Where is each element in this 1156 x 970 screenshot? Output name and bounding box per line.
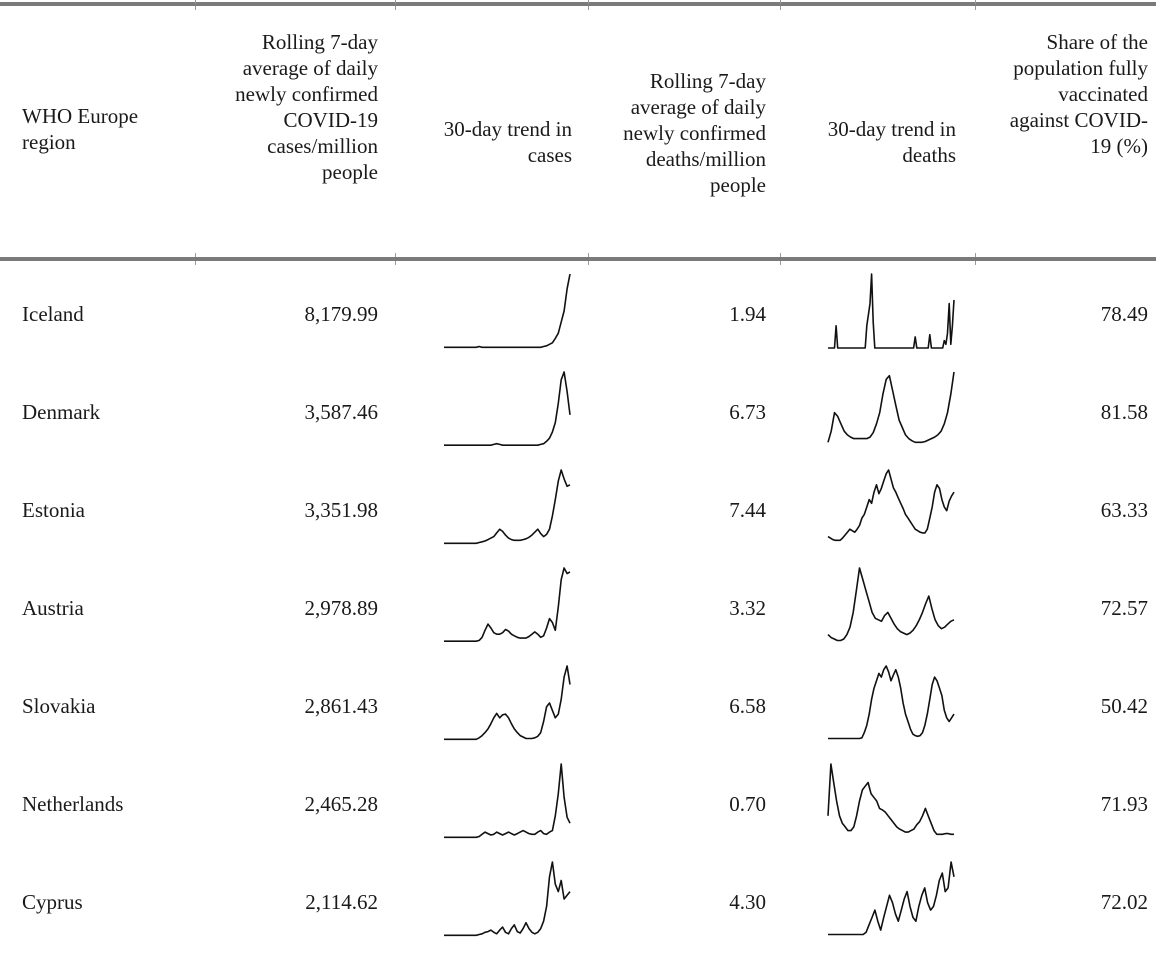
vaccinated-cell: 81.58	[1100, 400, 1148, 424]
deaths-sparkline	[827, 371, 955, 444]
cases-sparkline-line	[444, 763, 571, 839]
cases-sparkline-line	[444, 371, 571, 446]
deaths-avg-cell: 7.44	[729, 498, 766, 522]
vaccinated-cell: 63.33	[1100, 498, 1148, 522]
deaths-sparkline-line	[828, 273, 955, 349]
deaths-avg-cell: 6.73	[729, 400, 766, 424]
rule-tick	[780, 0, 781, 4]
rule-tick	[395, 6, 396, 10]
header-region: WHO Europe region	[22, 104, 139, 154]
cases-sparkline-line	[444, 861, 571, 937]
table-row: Iceland 8,179.99 1.94 78.49	[0, 265, 1156, 367]
region-cell: Cyprus	[22, 890, 83, 914]
rule-tick	[588, 253, 589, 257]
rule-tick	[588, 6, 589, 10]
vaccinated-cell: 78.49	[1100, 302, 1148, 326]
cases-avg-cell: 8,179.99	[304, 302, 379, 326]
rule-tick	[975, 253, 976, 257]
rule-tick	[395, 253, 396, 257]
cases-sparkline-line	[444, 273, 571, 349]
region-cell: Denmark	[22, 400, 101, 424]
table-row: Estonia 3,351.98 7.44 63.33	[0, 461, 1156, 563]
cases-sparkline	[444, 567, 571, 642]
deaths-avg-cell: 0.70	[729, 792, 766, 816]
deaths-sparkline-line	[828, 861, 955, 936]
rule-tick	[195, 261, 196, 265]
cases-avg-cell: 2,465.28	[304, 792, 379, 816]
deaths-sparkline-line	[827, 567, 955, 642]
deaths-sparkline-line	[827, 371, 955, 444]
header-cases-trend: 30-day trend in cases	[443, 117, 572, 167]
rule-tick	[975, 6, 976, 10]
rule-tick	[195, 253, 196, 257]
cases-sparkline	[444, 665, 571, 741]
cases-sparkline	[444, 861, 571, 937]
rule-tick	[780, 6, 781, 10]
rule-tick	[395, 0, 396, 4]
rule-tick	[395, 261, 396, 265]
table-row: Netherlands 2,465.28 0.70 71.93	[0, 755, 1156, 857]
cases-sparkline	[444, 371, 571, 446]
cases-avg-cell: 3,587.46	[304, 400, 379, 424]
header-vaccinated: Share of the population fully vaccinated…	[1009, 30, 1148, 158]
table-row: Austria 2,978.89 3.32 72.57	[0, 559, 1156, 661]
cases-avg-cell: 3,351.98	[304, 498, 379, 522]
deaths-avg-cell: 3.32	[729, 596, 766, 620]
table-row: Slovakia 2,861.43 6.58 50.42	[0, 657, 1156, 759]
cases-sparkline-line	[444, 567, 571, 642]
deaths-sparkline-line	[828, 665, 955, 740]
rule-tick	[975, 261, 976, 265]
rule-tick	[975, 0, 976, 4]
deaths-sparkline	[828, 861, 955, 936]
region-cell: Slovakia	[22, 694, 96, 718]
deaths-sparkline	[828, 273, 955, 349]
cases-sparkline	[444, 469, 571, 545]
deaths-avg-cell: 1.94	[729, 302, 766, 326]
deaths-sparkline	[827, 763, 954, 836]
cases-avg-cell: 2,861.43	[304, 694, 379, 718]
deaths-sparkline-line	[827, 469, 955, 542]
cases-avg-cell: 2,978.89	[304, 596, 379, 620]
rule-tick	[195, 0, 196, 4]
vaccinated-cell: 72.57	[1100, 596, 1148, 620]
region-cell: Austria	[22, 596, 84, 620]
rule-tick	[195, 6, 196, 10]
cases-sparkline-line	[444, 469, 571, 545]
vaccinated-cell: 71.93	[1100, 792, 1148, 816]
header-deaths-trend: 30-day trend in deaths	[827, 117, 956, 167]
deaths-sparkline	[827, 469, 955, 542]
table-row: Denmark 3,587.46 6.73 81.58	[0, 363, 1156, 465]
table-header-rule	[0, 257, 1156, 261]
vaccinated-cell: 50.42	[1100, 694, 1148, 718]
cases-avg-cell: 2,114.62	[305, 890, 378, 914]
cases-sparkline	[444, 763, 571, 839]
cases-sparkline	[444, 273, 571, 349]
table-row: Cyprus 2,114.62 4.30 72.02	[0, 853, 1156, 955]
rule-tick	[588, 261, 589, 265]
deaths-avg-cell: 4.30	[729, 890, 766, 914]
deaths-sparkline	[827, 567, 955, 642]
region-cell: Netherlands	[22, 792, 124, 816]
rule-tick	[780, 253, 781, 257]
rule-tick	[588, 0, 589, 4]
vaccinated-cell: 72.02	[1100, 890, 1148, 914]
rule-tick	[780, 261, 781, 265]
header-deaths-avg: Rolling 7-day average of daily newly con…	[623, 69, 766, 197]
deaths-sparkline-line	[827, 763, 954, 836]
region-cell: Estonia	[22, 498, 85, 522]
deaths-avg-cell: 6.58	[729, 694, 766, 718]
header-cases-avg: Rolling 7-day average of daily newly con…	[235, 30, 378, 184]
table-top-rule	[0, 2, 1156, 6]
region-cell: Iceland	[22, 302, 84, 326]
deaths-sparkline	[828, 665, 955, 740]
cases-sparkline-line	[444, 665, 571, 741]
